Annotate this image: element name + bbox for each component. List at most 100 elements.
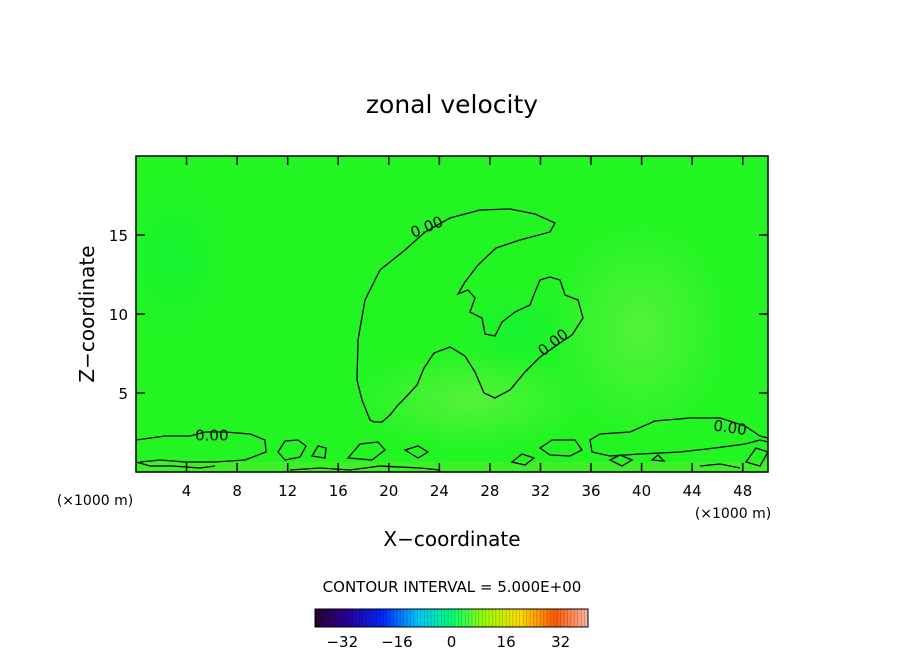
colorbar-tick-label: −16: [381, 633, 413, 651]
colorbar-cell: [349, 609, 353, 627]
colorbar-cell: [403, 609, 408, 627]
contour-label: 0.00: [195, 427, 228, 445]
field-shade-surface: [136, 462, 768, 472]
colorbar-tick-label: 32: [551, 633, 570, 651]
colorbar-cell: [485, 609, 490, 627]
colorbar-cell: [458, 609, 463, 627]
x-tick-label: 8: [232, 482, 242, 500]
colorbar-cell: [332, 609, 336, 627]
colorbar-tick-label: −32: [326, 633, 358, 651]
colorbar-cell: [362, 609, 367, 627]
colorbar-cell: [328, 609, 333, 627]
colorbar-cell: [420, 609, 425, 627]
contour-lines: [136, 208, 768, 471]
contour-line: [136, 461, 216, 469]
y-tick-label: 15: [109, 227, 128, 245]
colorbar-cell: [468, 609, 473, 627]
colorbar-cell: [454, 609, 459, 627]
colorbar-cell: [482, 609, 487, 627]
colorbar-cell: [584, 609, 589, 627]
field-shade-negative: [136, 180, 230, 340]
colorbar-cell: [321, 609, 326, 627]
colorbar-cell: [577, 609, 582, 627]
x-unit-right: (×1000 m): [695, 506, 771, 522]
colorbar-cell: [475, 609, 480, 627]
contour-interval-note: CONTOUR INTERVAL = 5.000E+00: [323, 578, 582, 596]
x-tick-label: 28: [480, 482, 499, 500]
colorbar-cell: [581, 609, 585, 627]
contour-line: [403, 445, 430, 459]
colorbar-cell: [499, 609, 504, 627]
colorbar-cell: [506, 609, 510, 627]
y-axis-label: Z−coordinate: [75, 245, 99, 382]
colorbar-cell: [471, 609, 476, 627]
colorbar-cell: [379, 609, 384, 627]
x-tick-label: 40: [632, 482, 651, 500]
contour-line: [589, 417, 768, 457]
colorbar-cell: [325, 609, 330, 627]
colorbar-cell: [492, 609, 497, 627]
x-tick-label: 12: [278, 482, 297, 500]
y-tick-label: 10: [109, 306, 128, 324]
colorbar-cell: [441, 609, 446, 627]
contour-label: 0.00: [712, 417, 748, 439]
contour-line: [650, 454, 666, 462]
colorbar-cell: [390, 609, 394, 627]
y-axis-ticks: 5 10 15: [109, 227, 768, 403]
contour-line: [538, 439, 583, 457]
colorbar-cell: [465, 609, 469, 627]
colorbar-cell: [383, 609, 388, 627]
colorbar-cell: [489, 609, 493, 627]
colorbar-cell: [407, 609, 411, 627]
colorbar-cell: [543, 609, 548, 627]
colorbar-cell: [550, 609, 555, 627]
colorbar-cell: [410, 609, 415, 627]
x-tick-label: 20: [379, 482, 398, 500]
colorbar-cell: [417, 609, 422, 627]
x-axis-ticks: 4 8 12 16 20 24 28 32 36 40 44 48: [182, 156, 752, 500]
colorbar-cell: [318, 609, 323, 627]
colorbar-cell: [427, 609, 432, 627]
x-tick-label: 48: [733, 482, 752, 500]
colorbar-cell: [400, 609, 405, 627]
chart-title: zonal velocity: [366, 90, 538, 119]
colorbar-cell: [373, 609, 377, 627]
colorbar-cell: [393, 609, 398, 627]
contour-line: [744, 447, 768, 467]
colorbar-cell: [335, 609, 340, 627]
contour-line: [608, 454, 634, 467]
colorbar-cell: [366, 609, 370, 627]
colorbar-cell: [437, 609, 442, 627]
colorbar-cell: [345, 609, 350, 627]
colorbar-cell: [516, 609, 521, 627]
colorbar-cell: [444, 609, 449, 627]
colorbar-cell: [560, 609, 565, 627]
x-tick-label: 44: [683, 482, 702, 500]
colorbar-cell: [424, 609, 429, 627]
colorbar-cell: [519, 609, 524, 627]
colorbar-cell: [495, 609, 500, 627]
contour-line: [356, 208, 584, 423]
colorbar-cell: [529, 609, 534, 627]
contour-line: [510, 453, 536, 466]
x-axis-label: X−coordinate: [383, 527, 520, 551]
colorbar-cell: [355, 609, 360, 627]
colorbar-cell: [547, 609, 551, 627]
y-tick-label: 5: [118, 385, 128, 403]
contour-line: [289, 465, 441, 471]
colorbar-cell: [523, 609, 527, 627]
colorbar-cell: [413, 609, 418, 627]
x-unit-left: (×1000 m): [57, 493, 133, 509]
colorbar-cell: [567, 609, 572, 627]
x-tick-label: 32: [531, 482, 550, 500]
field-shade-positive: [350, 350, 590, 450]
colorbar-cell: [557, 609, 562, 627]
colorbar-cell: [478, 609, 483, 627]
colorbar-cell: [509, 609, 514, 627]
colorbar-cell: [533, 609, 538, 627]
colorbar-cell: [574, 609, 579, 627]
colorbar-tick-label: 0: [447, 633, 457, 651]
colorbar-cell: [553, 609, 558, 627]
x-tick-label: 36: [581, 482, 600, 500]
